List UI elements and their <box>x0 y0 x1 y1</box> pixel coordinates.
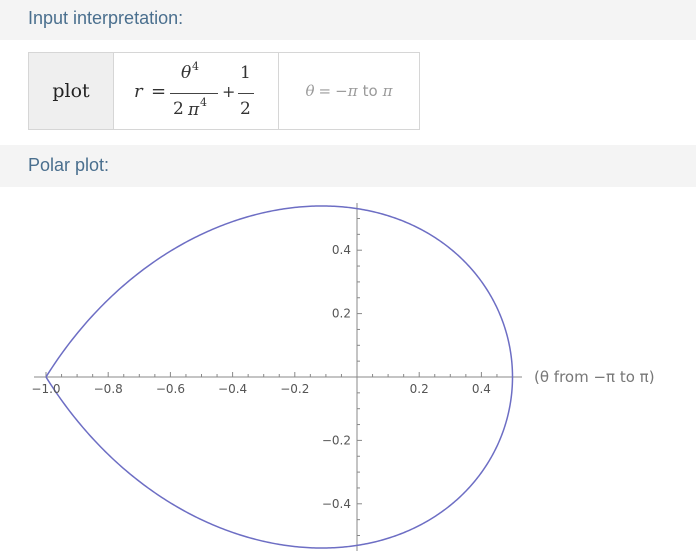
x-tick-label: −0.4 <box>218 382 247 396</box>
formula-cell: r = θ 4 2 π 4 + 1 2 <box>114 53 279 129</box>
tick-labels: −1.0 −0.8 −0.6 −0.4 −0.2 0.2 0.4 0.4 0.2 −0.2 −0.4 <box>31 243 491 511</box>
y-tick-label: 0.2 <box>332 307 351 321</box>
input-interpretation-table: plot r = θ 4 2 π 4 + 1 2 θ = −π to π <box>28 52 420 130</box>
y-tick-label: −0.2 <box>322 433 351 447</box>
polar-plot-title: Polar plot: <box>28 155 110 175</box>
axes <box>34 203 522 551</box>
y-tick-label: −0.4 <box>322 497 351 511</box>
range-from: −π <box>335 82 358 100</box>
plot-command: plot <box>52 80 90 102</box>
formula-denominator-2: 2 <box>240 99 251 119</box>
formula-plus: + <box>222 82 236 101</box>
parameter-range-annotation: (θ from −π to π) <box>534 368 655 386</box>
range-to-word: to <box>362 82 378 100</box>
y-tick-label: 0.4 <box>332 243 351 257</box>
x-tick-label: −0.8 <box>94 382 123 396</box>
formula-lhs: r <box>134 81 143 102</box>
x-tick-label: 0.4 <box>472 382 491 396</box>
input-interpretation-header: Input interpretation: <box>0 0 696 40</box>
x-tick-label: −0.2 <box>280 382 309 396</box>
formula-equals: = <box>151 81 167 102</box>
x-tick-label: 0.2 <box>410 382 429 396</box>
input-interpretation-title: Input interpretation: <box>28 8 184 28</box>
formula-numerator-2: 1 <box>240 63 251 83</box>
range-to: π <box>382 82 393 100</box>
formula-denominator-coefficient: 2 <box>173 99 184 119</box>
fraction-bar-2 <box>238 93 254 94</box>
range-variable: θ <box>305 82 315 100</box>
formula-theta: θ <box>181 63 192 83</box>
formula-pi-exponent: 4 <box>200 96 207 109</box>
formula-theta-exponent: 4 <box>192 60 199 73</box>
x-tick-label: −1.0 <box>31 382 60 396</box>
formula-pi: π <box>188 100 200 120</box>
plot-command-cell: plot <box>29 53 114 129</box>
range-equals: = <box>318 82 332 100</box>
x-tick-label: −0.6 <box>156 382 185 396</box>
polar-curve <box>45 205 514 549</box>
range-cell: θ = −π to π <box>279 53 419 129</box>
polar-plot-chart: −1.0 −0.8 −0.6 −0.4 −0.2 0.2 0.4 0.4 0.2 −0.2 −0.4… <box>31 203 655 551</box>
polar-plot-header: Polar plot: <box>0 145 696 187</box>
fraction-bar-1 <box>170 93 218 94</box>
